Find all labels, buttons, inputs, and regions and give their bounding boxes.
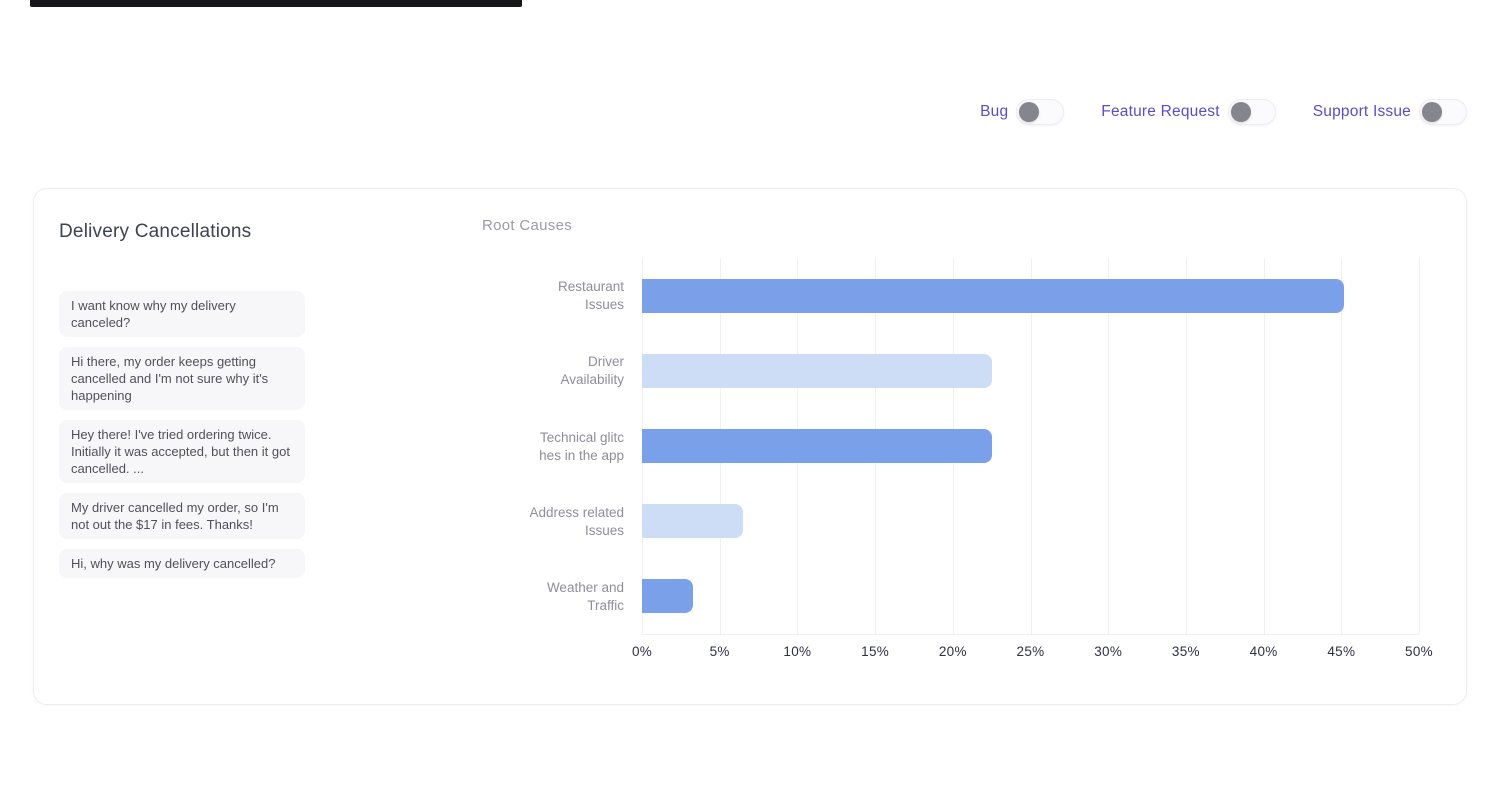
toggle-knob <box>1019 102 1040 122</box>
category-label: Restaurant Issues <box>557 278 624 312</box>
filter-label: Bug <box>980 103 1009 120</box>
filter-toggle-group: Bug <box>980 99 1065 125</box>
category-label: Technical glitc hes in the app <box>539 429 624 463</box>
bar-row <box>642 258 1419 333</box>
message-list: I want know why my delivery canceled? Hi… <box>59 291 305 578</box>
toggle-switch[interactable] <box>1419 99 1467 125</box>
toggle-knob <box>1422 102 1442 122</box>
delivery-cancellations-panel: Delivery Cancellations I want know why m… <box>33 188 1467 705</box>
category-label: Weather and Traffic <box>546 580 624 614</box>
bar[interactable] <box>642 353 992 388</box>
x-axis-tick-label: 45% <box>1327 644 1356 659</box>
toggle-switch[interactable] <box>1016 99 1065 125</box>
x-axis-tick-label: 30% <box>1094 644 1123 659</box>
top-strip <box>30 0 522 7</box>
gridline <box>1341 258 1343 634</box>
gridline <box>1263 258 1265 634</box>
panel-title: Delivery Cancellations <box>59 221 252 242</box>
category-label: Driver Availability <box>560 354 624 388</box>
x-axis-tick-label: 15% <box>861 644 890 659</box>
gridline <box>1030 258 1032 634</box>
message-card[interactable]: I want know why my delivery canceled? <box>59 291 305 337</box>
bar-row <box>642 408 1419 483</box>
plot-bars <box>642 258 1419 634</box>
message-card[interactable]: My driver cancelled my order, so I'm not… <box>59 493 305 539</box>
filter-bar: Bug Feature Request Support Issue <box>980 99 1467 125</box>
gridline <box>1185 258 1187 634</box>
toggle-knob <box>1230 102 1251 122</box>
filter-toggle-group: Support Issue <box>1313 99 1467 125</box>
filter-label: Support Issue <box>1312 103 1411 120</box>
toggle-switch[interactable] <box>1227 99 1276 125</box>
chart-body: Restaurant Issues Driver Availability Tech… <box>482 258 1442 635</box>
plot <box>642 258 1420 635</box>
x-axis-tick-label: 5% <box>709 644 730 659</box>
x-axis-tick-label: 25% <box>1016 644 1045 659</box>
x-axis-tick-label: 20% <box>938 644 967 659</box>
message-card[interactable]: Hi there, my order keeps getting cancell… <box>59 347 305 410</box>
chart-title: Root Causes <box>482 217 573 234</box>
gridline <box>1108 258 1110 634</box>
message-card[interactable]: Hi, why was my delivery cancelled? <box>59 549 305 578</box>
x-axis-tick-label: 50% <box>1405 644 1433 659</box>
category-label: Address related Issues <box>529 504 624 538</box>
bar[interactable] <box>642 278 1345 313</box>
x-axis: 0% 5% 10% 15% 20% 25% 30% 35% 40% 45% 50% <box>632 644 1433 668</box>
bar-row <box>642 484 1419 559</box>
root-causes-chart: Root Causes Restaurant Issues Driver Avai… <box>482 217 1442 668</box>
x-axis-tick-label: 0% <box>631 644 653 659</box>
x-axis-tick-label: 35% <box>1171 644 1200 659</box>
bar-row <box>642 333 1419 408</box>
bar[interactable] <box>642 429 992 463</box>
x-axis-tick-label: 40% <box>1249 644 1278 659</box>
gridline <box>1419 258 1420 634</box>
bar[interactable] <box>642 504 743 539</box>
filter-toggle-group: Feature Request <box>1101 99 1276 125</box>
bar-row <box>642 559 1419 634</box>
message-card[interactable]: Hey there! I've tried ordering twice. In… <box>59 420 305 483</box>
y-axis-labels: Restaurant Issues Driver Availability Tech… <box>482 258 642 635</box>
filter-label: Feature Request <box>1101 103 1220 120</box>
x-axis-tick-label: 10% <box>783 644 812 659</box>
bar[interactable] <box>642 579 694 614</box>
